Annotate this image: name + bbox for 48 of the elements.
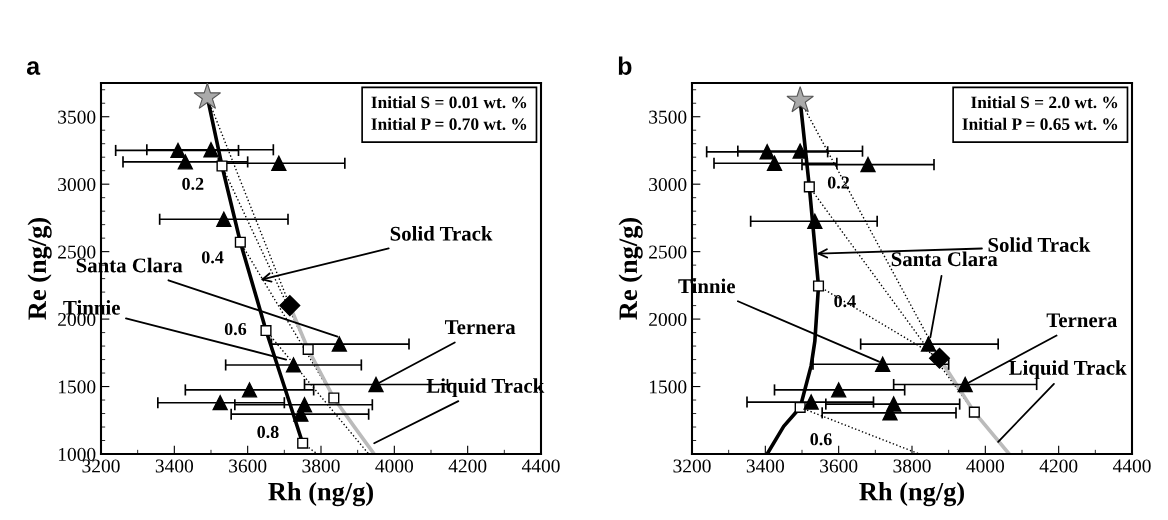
annotation: Liquid Track [1009,360,1127,380]
y-tick-label: 3500 [649,110,687,124]
x-tick-label: 4200 [448,459,487,473]
annotation: 0.2 [182,177,204,191]
x-tick-label: 4400 [521,459,560,473]
y-axis-title: Re (ng/g) [618,217,643,320]
x-tick-label: 4400 [1112,459,1151,473]
annotation: Initial P = 0.65 wt. % [962,117,1118,131]
y-tick-label: 3000 [649,178,687,192]
x-tick-label: 4000 [966,459,1005,473]
chart-title: a [26,61,41,75]
x-axis-title: Rh (ng/g) [859,482,964,507]
y-tick-label: 2000 [649,312,687,327]
annotation: 0.8 [257,425,279,439]
x-tick-label: 3400 [746,459,785,473]
y-tick-label: 1500 [58,380,96,394]
y-tick-label: 3500 [58,110,96,124]
annotation: Ternera [445,320,516,335]
y-tick-label: 1500 [649,380,687,394]
annotation: Solid Track [390,226,493,241]
annotation: 0.6 [810,433,832,446]
annotation: Solid Track [988,237,1091,252]
y-tick-label: 2000 [58,312,96,327]
y-tick-label: 3000 [58,178,96,192]
y-axis-title: Re (ng/g) [27,217,52,320]
chart-title: b [618,56,632,75]
x-tick-label: 3800 [893,459,931,473]
x-tick-label: 3400 [155,459,194,473]
annotation: 0.4 [201,251,224,264]
annotation: Initial P = 0.70 wt. % [371,117,527,131]
x-tick-label: 3200 [673,459,711,473]
x-tick-label: 3800 [302,459,340,473]
x-tick-label: 4000 [375,459,414,473]
annotation: Ternera [1046,313,1118,328]
y-tick-label: 1000 [58,447,96,461]
annotation: Santa Clara [891,251,998,267]
annotation: Initial S = 0.01 wt. % [371,95,527,109]
annotation: 0.2 [827,176,850,189]
annotation: Initial S = 2.0 wt. % [971,95,1118,109]
x-tick-label: 3200 [82,459,120,473]
annotation: 0.4 [834,295,856,308]
x-tick-label: 3600 [820,459,858,473]
x-tick-label: 4200 [1039,459,1078,473]
annotation: 0.6 [224,322,247,336]
y-tick-label: 2500 [649,245,687,259]
y-tick-label: 2500 [58,245,96,259]
x-axis-title: Rh (ng/g) [268,482,373,507]
x-tick-label: 3600 [229,459,267,473]
